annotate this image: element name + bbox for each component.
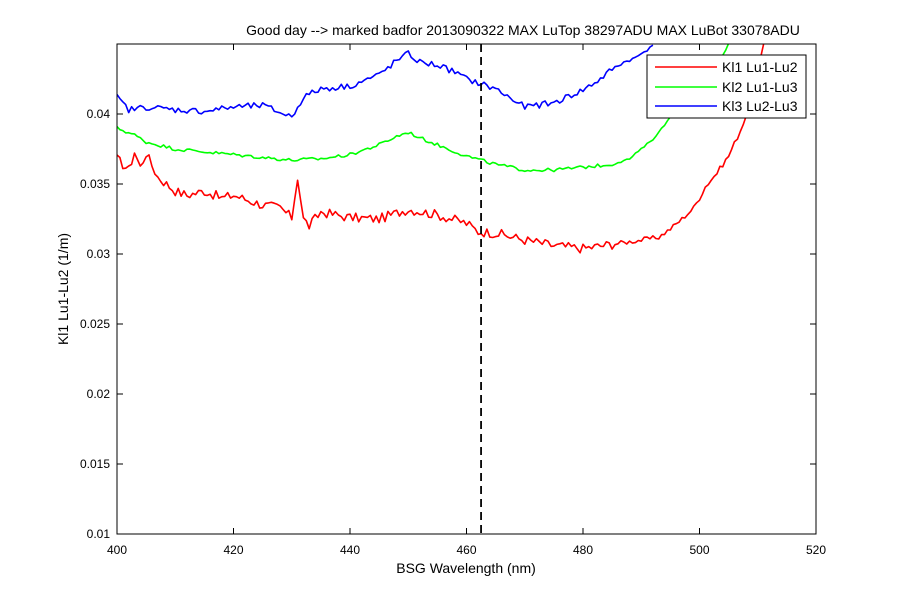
x-axis-label: BSG Wavelength (nm) <box>396 560 536 576</box>
plot-area <box>117 44 816 534</box>
y-tick-label: 0.04 <box>87 107 111 121</box>
legend-label-kl2: Kl2 Lu1-Lu3 <box>722 79 798 95</box>
y-tick-label: 0.035 <box>80 177 110 191</box>
ticks-layer: 400 420 440 460 480 500 520 0.01 0.015 0.02 0.025 0… <box>80 44 826 557</box>
x-tick-label: 400 <box>107 543 127 557</box>
x-tick-label: 420 <box>223 543 243 557</box>
y-tick-label: 0.025 <box>80 317 110 331</box>
y-tick-label: 0.02 <box>87 387 111 401</box>
series-line-3 <box>117 44 654 118</box>
chart-title: Good day --> marked badfor 2013090322 MA… <box>246 22 800 38</box>
y-tick-label: 0.01 <box>87 527 111 541</box>
y-axis-label: Kl1 Lu1-Lu2 (1/m) <box>55 233 71 345</box>
y-tick-label: 0.015 <box>80 457 110 471</box>
x-tick-label: 460 <box>456 543 476 557</box>
legend-label-kl1: Kl1 Lu1-Lu2 <box>722 59 798 75</box>
y-tick-label: 0.03 <box>87 247 111 261</box>
series-line-2 <box>117 44 730 173</box>
series-layer <box>117 44 765 254</box>
legend: Kl1 Lu1-Lu2 Kl2 Lu1-Lu3 Kl3 Lu2-Lu3 <box>646 54 807 119</box>
x-tick-label: 480 <box>573 543 593 557</box>
x-tick-label: 500 <box>689 543 709 557</box>
legend-label-kl3: Kl3 Lu2-Lu3 <box>722 98 798 114</box>
x-tick-label: 520 <box>806 543 826 557</box>
series-line-1 <box>117 44 765 254</box>
x-tick-label: 440 <box>340 543 360 557</box>
